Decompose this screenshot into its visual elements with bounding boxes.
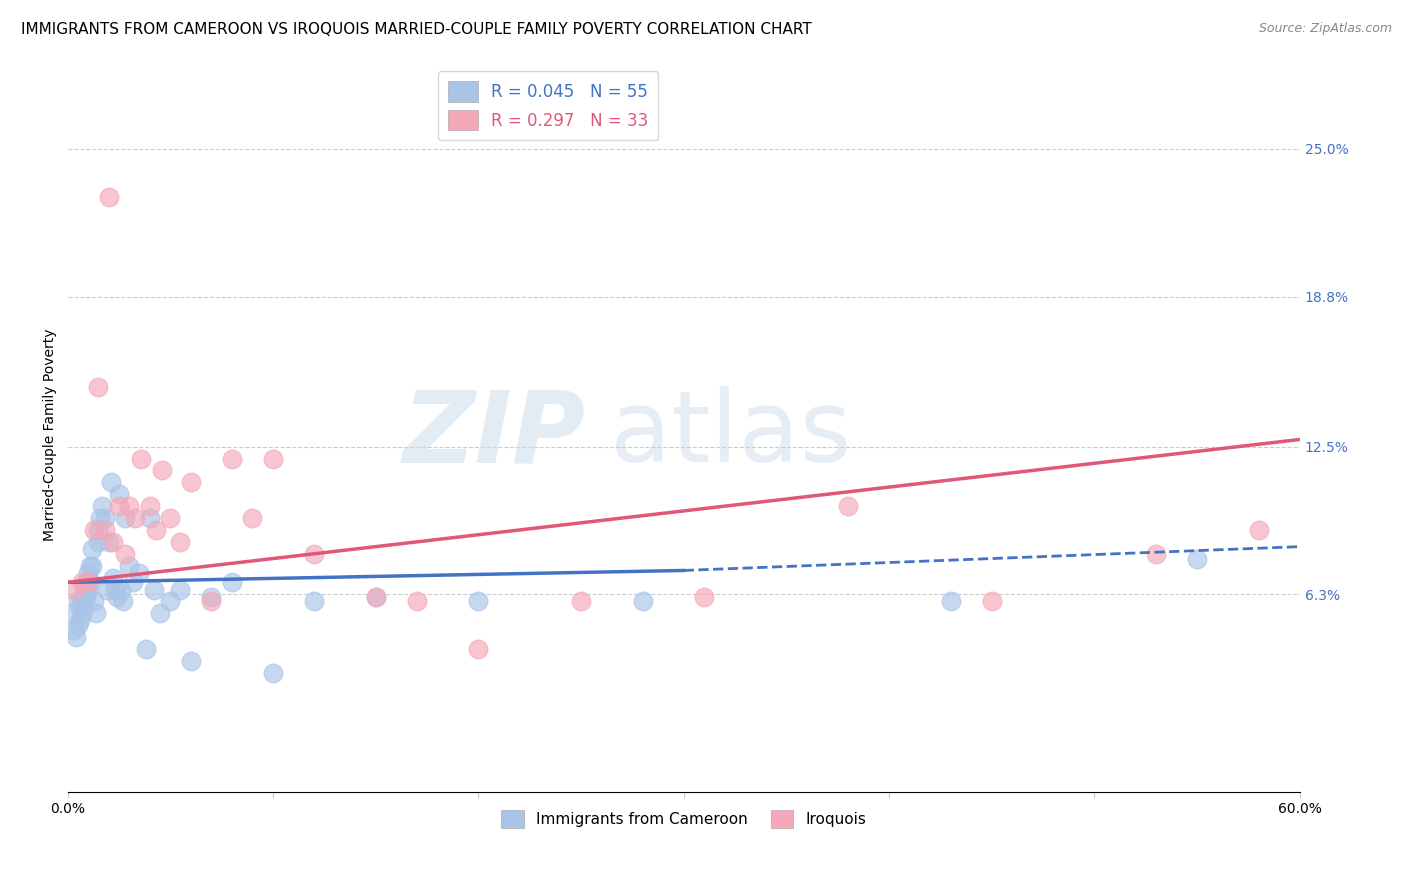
Point — [70, 607, 93, 621]
Point — [169, 534, 191, 549]
Y-axis label: Married-Couple Family Poverty: Married-Couple Family Poverty — [44, 328, 58, 541]
Point — [96, 582, 118, 597]
Point — [62, 582, 84, 597]
Point — [467, 594, 489, 608]
Point — [79, 558, 101, 573]
Point — [83, 594, 105, 608]
Point — [135, 642, 157, 657]
Point — [73, 582, 96, 597]
Point — [180, 475, 202, 490]
Point — [242, 511, 264, 525]
Point — [1185, 551, 1208, 566]
Point — [60, 607, 83, 621]
Point — [221, 575, 243, 590]
Point — [108, 487, 131, 501]
Point — [200, 590, 222, 604]
Point — [118, 499, 141, 513]
Point — [87, 523, 110, 537]
Point — [111, 594, 134, 608]
Point — [980, 594, 1002, 608]
Point — [124, 511, 146, 525]
Legend: Immigrants from Cameroon, Iroquois: Immigrants from Cameroon, Iroquois — [495, 804, 873, 834]
Text: ZIP: ZIP — [402, 386, 585, 483]
Point — [145, 523, 167, 537]
Point — [122, 575, 145, 590]
Point — [169, 582, 191, 597]
Point — [262, 451, 284, 466]
Point — [105, 590, 128, 604]
Point — [89, 511, 111, 525]
Point — [104, 582, 127, 597]
Point — [159, 594, 181, 608]
Point — [180, 654, 202, 668]
Point — [693, 590, 716, 604]
Point — [87, 534, 110, 549]
Point — [128, 566, 150, 580]
Point — [83, 523, 105, 537]
Point — [62, 623, 84, 637]
Point — [138, 499, 160, 513]
Point — [91, 499, 114, 513]
Point — [142, 582, 165, 597]
Text: atlas: atlas — [610, 386, 852, 483]
Point — [138, 511, 160, 525]
Point — [69, 614, 91, 628]
Point — [467, 642, 489, 657]
Point — [405, 594, 427, 608]
Point — [82, 558, 104, 573]
Point — [114, 511, 136, 525]
Point — [100, 475, 122, 490]
Point — [97, 189, 120, 203]
Point — [364, 590, 387, 604]
Point — [302, 547, 325, 561]
Point — [200, 594, 222, 608]
Point — [73, 599, 96, 614]
Point — [77, 566, 100, 580]
Point — [65, 630, 87, 644]
Point — [364, 590, 387, 604]
Point — [66, 618, 89, 632]
Point — [87, 380, 110, 394]
Point — [77, 575, 100, 590]
Point — [159, 511, 181, 525]
Point — [75, 590, 97, 604]
Text: Source: ZipAtlas.com: Source: ZipAtlas.com — [1258, 22, 1392, 36]
Point — [110, 582, 132, 597]
Point — [569, 594, 592, 608]
Text: IMMIGRANTS FROM CAMEROON VS IROQUOIS MARRIED-COUPLE FAMILY POVERTY CORRELATION C: IMMIGRANTS FROM CAMEROON VS IROQUOIS MAR… — [21, 22, 811, 37]
Point — [108, 499, 131, 513]
Point — [97, 534, 120, 549]
Point — [114, 547, 136, 561]
Point — [302, 594, 325, 608]
Point — [1144, 547, 1167, 561]
Point — [262, 665, 284, 680]
Point — [69, 599, 91, 614]
Point — [82, 541, 104, 556]
Point — [84, 607, 107, 621]
Point — [66, 594, 89, 608]
Point — [837, 499, 859, 513]
Point — [93, 511, 115, 525]
Point — [1247, 523, 1270, 537]
Point — [939, 594, 962, 608]
Point — [101, 571, 124, 585]
Point — [150, 463, 173, 477]
Point — [70, 590, 93, 604]
Point — [70, 575, 93, 590]
Point — [101, 534, 124, 549]
Point — [221, 451, 243, 466]
Point — [131, 451, 153, 466]
Point — [77, 582, 100, 597]
Point — [631, 594, 654, 608]
Point — [79, 575, 101, 590]
Point — [75, 575, 97, 590]
Point — [93, 523, 115, 537]
Point — [149, 607, 172, 621]
Point — [118, 558, 141, 573]
